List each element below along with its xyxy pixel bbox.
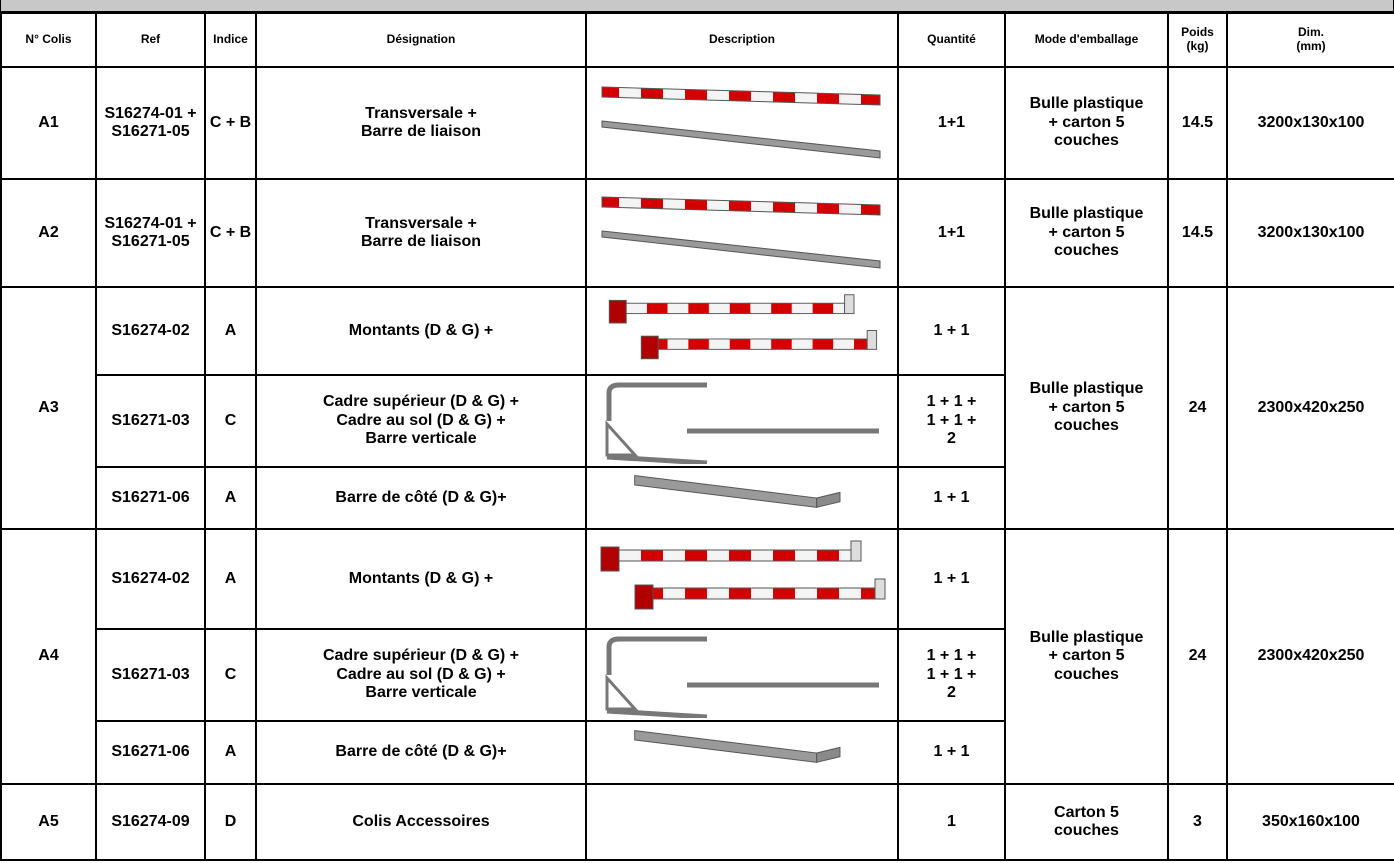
indice: C + B: [204, 178, 257, 288]
header-row: N° Colis Ref Indice Désignation Descript…: [0, 12, 1394, 68]
ref: S16274-01 + S16271-05: [95, 178, 206, 288]
description-image: [597, 725, 887, 781]
poids: 24: [1167, 286, 1228, 530]
ref: S16271-06: [95, 720, 206, 785]
poids: 24: [1167, 528, 1228, 785]
indice: A: [204, 528, 257, 630]
designation: Montants (D & G) +: [255, 286, 587, 376]
col-header: Quantité: [897, 12, 1006, 68]
row: A3 S16274-02 A Montants (D & G) + 1 + 1 …: [0, 286, 1394, 530]
row: S16271-03 C Cadre supérieur (D & G) + Ca…: [1, 374, 1394, 468]
description: [585, 178, 899, 288]
emballage: Bulle plastique + carton 5 couches: [1004, 528, 1169, 785]
dim: 350x160x100: [1226, 783, 1394, 861]
row: S16271-03 C Cadre supérieur (D & G) + Ca…: [1, 628, 1394, 722]
description-image: [597, 379, 887, 464]
dim: 3200x130x100: [1226, 178, 1394, 288]
ref: S16271-03: [95, 374, 206, 468]
poids: 3: [1167, 783, 1228, 861]
designation: Transversale + Barre de liaison: [255, 178, 587, 288]
designation: Transversale + Barre de liaison: [255, 66, 587, 180]
designation: Cadre supérieur (D & G) + Cadre au sol (…: [255, 374, 587, 468]
colis: A2: [0, 178, 97, 288]
packing-table: N° Colis Ref Indice Désignation Descript…: [0, 12, 1394, 861]
description: [585, 783, 899, 861]
description-image: [597, 191, 887, 276]
colis: A3: [0, 286, 97, 530]
row: A1 S16274-01 + S16271-05 C + B Transvers…: [0, 66, 1394, 180]
indice: C: [204, 374, 257, 468]
quantite: 1 + 1 + 1 + 1 + 2: [897, 628, 1006, 722]
row: S16271-06 A Barre de côté (D & G)+ 1 + 1: [1, 466, 1394, 530]
row: A2 S16274-01 + S16271-05 C + B Transvers…: [0, 178, 1394, 288]
colis: A1: [0, 66, 97, 180]
description: [585, 466, 899, 530]
ref: S16274-01 + S16271-05: [95, 66, 206, 180]
emballage: Carton 5 couches: [1004, 783, 1169, 861]
description: [585, 374, 899, 468]
designation: Montants (D & G) +: [255, 528, 587, 630]
colis: A4: [0, 528, 97, 785]
indice: A: [204, 286, 257, 376]
emballage: Bulle plastique + carton 5 couches: [1004, 178, 1169, 288]
quantite: 1+1: [897, 66, 1006, 180]
dim: 3200x130x100: [1226, 66, 1394, 180]
dim: 2300x420x250: [1226, 286, 1394, 530]
indice: A: [204, 720, 257, 785]
indice: C + B: [204, 66, 257, 180]
description-image: [597, 470, 887, 526]
description-image: [597, 633, 887, 718]
description-image: [597, 537, 887, 622]
emballage: Bulle plastique + carton 5 couches: [1004, 66, 1169, 180]
quantite: 1 + 1: [897, 720, 1006, 785]
designation: Colis Accessoires: [255, 783, 587, 861]
col-header: Dim. (mm): [1226, 12, 1394, 68]
col-header: Désignation: [255, 12, 587, 68]
emballage: Bulle plastique + carton 5 couches: [1004, 286, 1169, 530]
ref: S16271-03: [95, 628, 206, 722]
description: [585, 628, 899, 722]
row: A5 S16274-09 D Colis Accessoires 1 Carto…: [0, 783, 1394, 861]
indice: D: [204, 783, 257, 861]
designation: Barre de côté (D & G)+: [255, 466, 587, 530]
quantite: 1 + 1 + 1 + 1 + 2: [897, 374, 1006, 468]
indice: C: [204, 628, 257, 722]
col-header: N° Colis: [0, 12, 97, 68]
col-header: Ref: [95, 12, 206, 68]
ref: S16274-09: [95, 783, 206, 861]
ref: S16274-02: [95, 528, 206, 630]
row: A4 S16274-02 A Montants (D & G) + 1 + 1 …: [0, 528, 1394, 785]
col-header: Indice: [204, 12, 257, 68]
description: [585, 286, 899, 376]
quantite: 1 + 1: [897, 466, 1006, 530]
row: S16271-06 A Barre de côté (D & G)+ 1 + 1: [1, 720, 1394, 785]
description: [585, 528, 899, 630]
col-header: Description: [585, 12, 899, 68]
quantite: 1 + 1: [897, 528, 1006, 630]
designation: Cadre supérieur (D & G) + Cadre au sol (…: [255, 628, 587, 722]
designation: Barre de côté (D & G)+: [255, 720, 587, 785]
col-header: Poids (kg): [1167, 12, 1228, 68]
indice: A: [204, 466, 257, 530]
description-image: [597, 81, 887, 166]
top-bar: [0, 0, 1394, 12]
dim: 2300x420x250: [1226, 528, 1394, 785]
quantite: 1 + 1: [897, 286, 1006, 376]
ref: S16274-02: [95, 286, 206, 376]
description: [585, 66, 899, 180]
colis: A5: [0, 783, 97, 861]
quantite: 1: [897, 783, 1006, 861]
col-header: Mode d'emballage: [1004, 12, 1169, 68]
quantite: 1+1: [897, 178, 1006, 288]
ref: S16271-06: [95, 466, 206, 530]
poids: 14.5: [1167, 178, 1228, 288]
poids: 14.5: [1167, 66, 1228, 180]
description: [585, 720, 899, 785]
description-image: [597, 291, 887, 371]
